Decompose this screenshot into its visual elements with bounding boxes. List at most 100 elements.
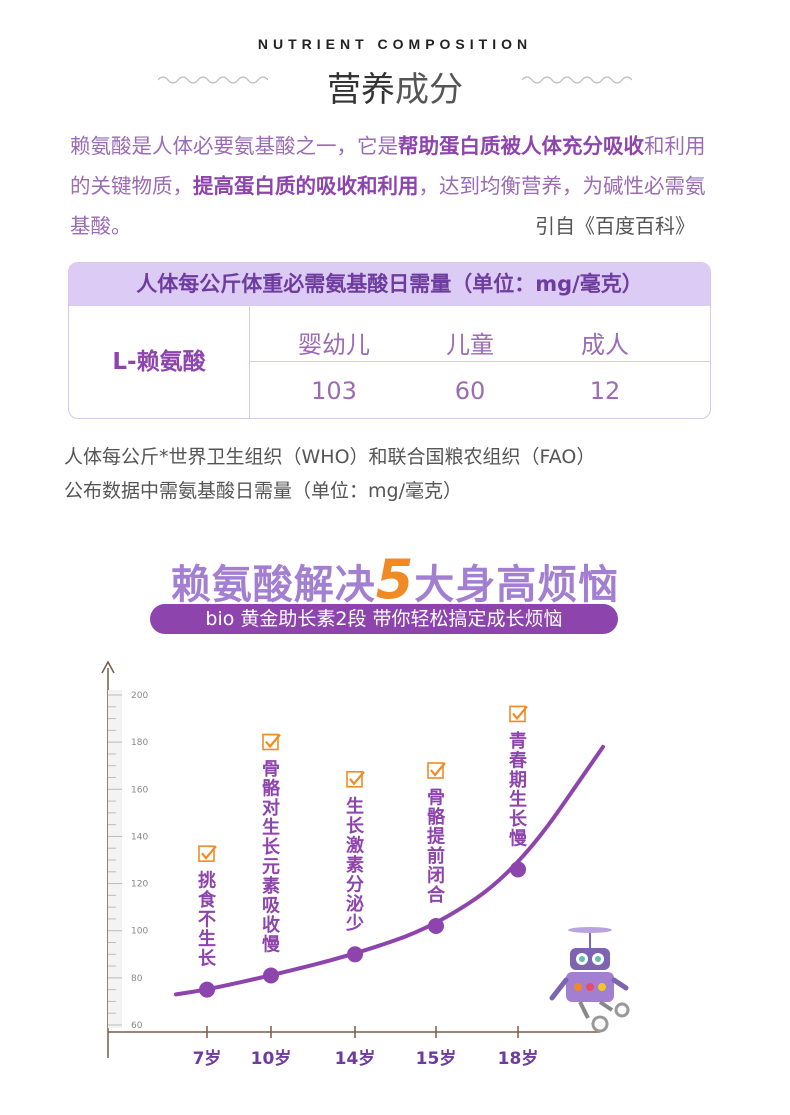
wave-divider-right <box>522 76 632 84</box>
section-2-subtitle: bio 黄金助长素2段 带你轻松搞定成长烦恼 <box>150 604 618 634</box>
data-point <box>263 967 279 984</box>
annotation-char: 少 <box>345 913 364 934</box>
annotation-char: 提 <box>427 826 446 848</box>
x-tick-label: 10岁 <box>251 1048 292 1069</box>
annotation-char: 生 <box>509 788 527 810</box>
checkbox-icon <box>198 845 215 862</box>
annotation-char: 慢 <box>262 934 281 956</box>
requirement-table: 人体每公斤体重必需氨基酸日需量（单位：mg/毫克） L-赖氨酸 婴幼儿 儿童 成… <box>68 262 711 419</box>
table-value-infant: 103 <box>311 377 357 405</box>
intro-text-2: 和利用的关键物质， <box>70 134 706 198</box>
data-points <box>199 861 526 998</box>
table-col-child: 儿童 <box>446 331 494 359</box>
annotation-char: 素 <box>262 876 280 897</box>
y-tick-label: 120 <box>131 880 148 890</box>
annotation-char: 对 <box>262 797 280 819</box>
annotation-char: 春 <box>509 749 528 771</box>
table-value-adult: 12 <box>589 377 621 405</box>
annotation-char: 长 <box>198 949 217 970</box>
annotation-char: 生 <box>198 928 216 950</box>
x-tick-label: 18岁 <box>498 1048 539 1069</box>
checkbox-icon <box>262 733 279 751</box>
y-axis-arrow <box>101 660 115 674</box>
section-title-english: NUTRIENT COMPOSITION <box>257 36 533 52</box>
x-ticks: 7岁 10岁 14岁 15岁 18岁 <box>193 1026 539 1069</box>
data-point <box>199 981 215 998</box>
annotation-char: 骼 <box>427 806 446 828</box>
annotation-char: 慢 <box>509 827 528 849</box>
annotation-char: 闭 <box>427 865 445 887</box>
y-tick-label: 160 <box>131 785 148 795</box>
check-mark-icon <box>201 845 217 860</box>
annotation-char: 挑 <box>198 870 216 892</box>
annotation-char: 期 <box>509 770 527 791</box>
checkbox-icon <box>346 770 363 788</box>
table-col-adult: 成人 <box>581 331 629 359</box>
table-row-label: L-赖氨酸 <box>69 306 250 418</box>
checkbox-icon <box>509 705 526 723</box>
source-note: 人体每公斤*世界卫生组织（WHO）和联合国粮农组织（FAO） 公布数据中需氨基酸… <box>64 440 744 508</box>
table-col-infant: 婴幼儿 <box>298 331 370 359</box>
y-tick-label: 200 <box>131 691 148 701</box>
annotation-char: 骼 <box>262 778 281 800</box>
intro-text-1: 赖氨酸是人体必要氨基酸之一，它是 <box>70 134 398 158</box>
annotation-char: 食 <box>197 889 217 911</box>
growth-curve <box>174 744 605 997</box>
annotation-char: 长 <box>262 837 281 858</box>
data-point <box>428 918 444 934</box>
table-value-child: 60 <box>454 377 486 405</box>
check-mark-icon <box>430 762 446 777</box>
annotation-char: 生 <box>346 795 364 817</box>
annotation-char: 元 <box>262 857 280 878</box>
annotation-char: 骨 <box>427 788 445 809</box>
table-header: 人体每公斤体重必需氨基酸日需量（单位：mg/毫克） <box>69 263 710 306</box>
check-mark-icon <box>512 705 528 721</box>
y-tick-labels: 200 180 160 140 120 100 80 60 <box>131 691 148 1031</box>
annotation-char: 前 <box>427 845 445 867</box>
annotation-char: 激 <box>346 834 364 856</box>
title2-before: 赖氨酸解决 <box>170 562 376 608</box>
intro-paragraph: 赖氨酸是人体必要氨基酸之一，它是帮助蛋白质被人体充分吸收和利用的关键物质，提高蛋… <box>70 126 720 246</box>
y-tick-label: 100 <box>131 927 148 937</box>
annotation-char: 分 <box>346 874 364 895</box>
annotation-char: 泌 <box>346 893 364 915</box>
check-mark-icon <box>265 733 281 749</box>
source-note-line-1: 人体每公斤*世界卫生组织（WHO）和联合国粮农组织（FAO） <box>64 446 596 468</box>
title-part-dark: 营养 <box>327 70 395 110</box>
title-part-light: 成分 <box>395 70 463 110</box>
annotation-char: 青 <box>509 731 527 752</box>
intro-text-3: ，达到均衡营养，为碱性必需氨基酸。 <box>70 174 706 238</box>
source-note-line-2: 公布数据中需氨基酸日需量（单位：mg/毫克） <box>64 480 462 502</box>
checkbox-icon <box>427 762 444 779</box>
wave-divider-left <box>158 76 268 84</box>
citation: 引自《百度百科》 <box>535 214 695 238</box>
annotation-char: 骨 <box>262 759 280 780</box>
check-mark-icon <box>349 771 365 786</box>
y-tick-label: 60 <box>131 1021 143 1031</box>
data-point <box>510 861 526 878</box>
growth-chart: 200 180 160 140 120 100 80 60 7岁 10岁 14岁 15岁 18岁 挑食… <box>101 660 630 1069</box>
annotation-char: 素 <box>346 855 364 876</box>
section-2-title: 赖氨酸解决5大身高烦恼 <box>0 548 790 611</box>
intro-highlight-1: 帮助蛋白质被人体充分吸收 <box>398 134 644 158</box>
annotation-char: 长 <box>509 809 528 830</box>
annotation-char: 长 <box>346 816 365 837</box>
x-tick-label: 7岁 <box>193 1048 222 1069</box>
y-tick-label: 80 <box>131 974 143 984</box>
annotation-char: 不 <box>198 910 216 931</box>
title2-number: 5 <box>375 548 415 611</box>
annotation-char: 吸 <box>262 896 281 917</box>
x-tick-label: 15岁 <box>416 1048 457 1069</box>
x-tick-label: 14岁 <box>335 1048 376 1069</box>
annotation-char: 合 <box>427 884 446 906</box>
robot-illustration <box>549 927 630 1033</box>
section-title-chinese: 营养成分 <box>0 62 790 111</box>
y-tick-label: 180 <box>131 738 148 748</box>
ruler-strip <box>108 690 122 1028</box>
intro-highlight-2: 提高蛋白质的吸收和利用 <box>193 174 419 198</box>
data-point <box>347 946 363 963</box>
ruler-ticks <box>108 694 122 1026</box>
title2-after: 大身高烦恼 <box>414 562 620 608</box>
table-divider <box>249 361 710 362</box>
